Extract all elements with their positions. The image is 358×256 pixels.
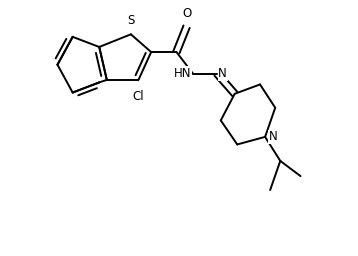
Text: HN: HN (174, 67, 192, 80)
Text: Cl: Cl (133, 90, 144, 103)
Text: N: N (269, 130, 278, 143)
Text: O: O (182, 7, 191, 20)
Text: N: N (218, 67, 227, 80)
Text: S: S (127, 14, 135, 27)
